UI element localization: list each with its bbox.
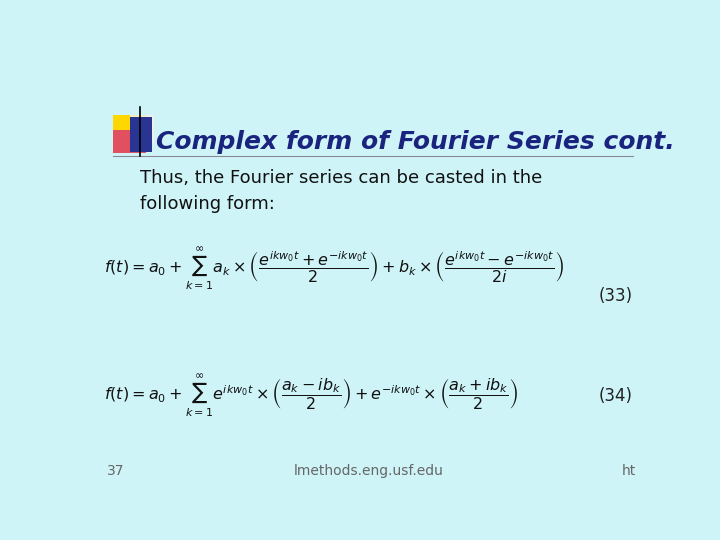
Text: 37: 37 [107, 463, 125, 477]
Bar [113, 130, 145, 153]
Text: Thus, the Fourier series can be casted in the
following form:: Thus, the Fourier series can be casted i… [140, 168, 543, 213]
Text: Complex form of Fourier Series cont.: Complex form of Fourier Series cont. [156, 130, 675, 154]
Text: (34): (34) [598, 387, 632, 405]
Text: lmethods.eng.usf.edu: lmethods.eng.usf.edu [294, 463, 444, 477]
Bar [130, 115, 153, 143]
Text: $f(t) = a_0 + \sum_{k=1}^{\infty} e^{ikw_0t} \times \left(\dfrac{a_k - ib_k}{2}\: $f(t) = a_0 + \sum_{k=1}^{\infty} e^{ikw… [104, 373, 518, 419]
Text: $f(t) = a_0 + \sum_{k=1}^{\infty} a_k \times \left(\dfrac{e^{ikw_0t} + e^{-ikw_0: $f(t) = a_0 + \sum_{k=1}^{\infty} a_k \t… [104, 246, 564, 292]
Text: ht: ht [622, 463, 636, 477]
Text: (33): (33) [598, 287, 632, 305]
Bar [130, 117, 152, 152]
Bar [113, 115, 145, 143]
